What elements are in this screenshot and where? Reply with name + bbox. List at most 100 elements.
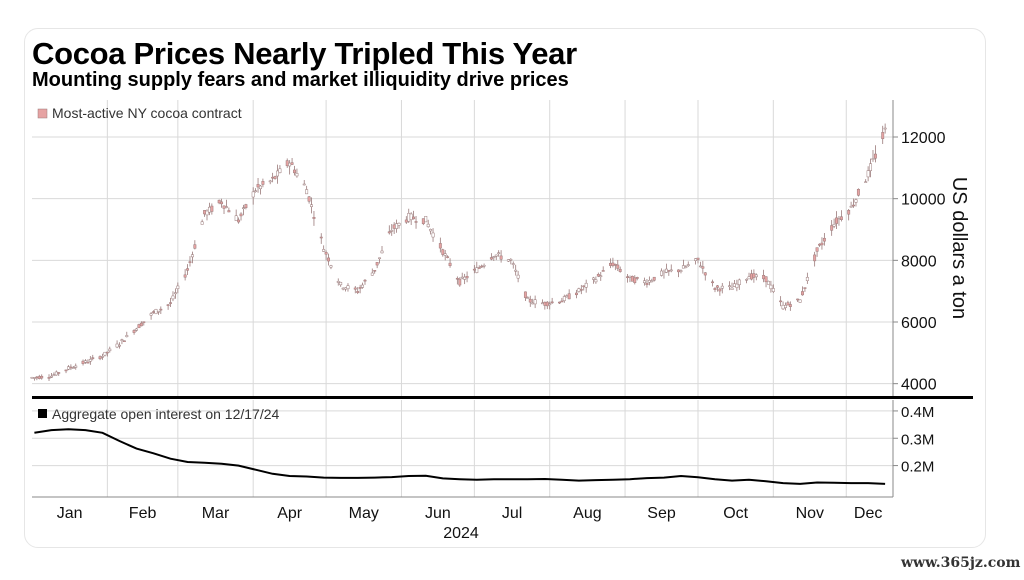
price-candle-body: [210, 205, 214, 212]
price-candle-body: [864, 181, 868, 183]
price-candle-body: [750, 273, 753, 280]
price-candle-body: [720, 285, 724, 289]
price-candle-body: [497, 252, 501, 254]
price-candle-body: [540, 302, 544, 305]
price-candle-body: [227, 210, 231, 213]
price-candle-body: [407, 213, 411, 222]
price-candle-body: [531, 302, 535, 305]
price-candle-body: [373, 270, 377, 272]
price-candle-body: [57, 372, 61, 374]
price-candle-body: [443, 253, 447, 256]
price-legend-swatch: [37, 108, 48, 119]
price-candle-body: [815, 247, 819, 252]
price-candle-body: [137, 324, 141, 329]
chart-title: Cocoa Prices Nearly Tripled This Year: [32, 36, 577, 71]
price-candle-body: [506, 259, 510, 262]
price-candle-body: [703, 272, 707, 276]
price-candle-body: [550, 301, 554, 304]
price-candle-body: [188, 261, 192, 263]
price-candle-body: [645, 283, 649, 286]
price-candle-body: [295, 173, 299, 177]
price-candle-body: [409, 213, 413, 220]
price-candle-body: [154, 309, 158, 314]
x-tick-label: Oct: [723, 505, 748, 522]
price-candle-body: [455, 277, 459, 280]
price-candle-body: [856, 188, 860, 196]
price-candle-body: [404, 219, 408, 223]
x-tick-label: Jan: [57, 505, 83, 522]
price-candle-body: [764, 276, 768, 283]
price-candle-body: [460, 276, 464, 279]
price-candle-body: [285, 160, 289, 167]
price-candle-body: [431, 232, 435, 238]
price-candle-body: [69, 366, 73, 369]
price-candle-body: [784, 304, 787, 308]
price-candle-body: [577, 288, 581, 292]
price-candle-body: [830, 225, 834, 231]
top-y-tick-label: 8000: [901, 253, 937, 270]
price-candle-body: [866, 170, 870, 178]
price-candle-body: [849, 205, 853, 208]
price-candle-body: [616, 264, 620, 269]
price-candle-body: [54, 371, 58, 376]
price-candle-body: [120, 339, 124, 341]
price-candle-body: [560, 300, 564, 303]
price-candle-body: [397, 222, 401, 226]
price-candle-body: [322, 249, 326, 252]
price-candle-body: [465, 275, 469, 279]
price-candle-body: [579, 289, 583, 291]
price-candle-body: [363, 279, 367, 282]
price-candle-body: [426, 223, 430, 228]
price-candle-body: [669, 269, 673, 272]
price-candle-body: [832, 224, 836, 227]
price-candle-body: [142, 321, 146, 323]
price-candle-body: [40, 375, 44, 379]
price-candle-body: [115, 343, 119, 348]
price-candle-body: [186, 268, 190, 271]
price-candle-body: [650, 280, 654, 283]
price-candle-body: [103, 351, 107, 356]
price-candle-body: [220, 201, 224, 205]
price-candle-body: [135, 328, 138, 331]
price-series: [30, 123, 887, 382]
price-candle-body: [526, 297, 530, 299]
panel-divider: [32, 396, 973, 399]
price-candle-body: [630, 275, 634, 282]
top-y-tick-label: 10000: [901, 192, 946, 209]
price-candle-body: [771, 288, 775, 292]
price-candle-body: [883, 127, 887, 130]
price-candle-body: [805, 277, 809, 281]
chart-subtitle: Mounting supply fears and market illiqui…: [32, 69, 569, 91]
price-candle-body: [244, 204, 248, 209]
price-candle-body: [378, 257, 382, 260]
price-candle-body: [446, 256, 450, 258]
price-candle-body: [786, 302, 790, 306]
price-candle-body: [49, 375, 53, 378]
price-candle-body: [217, 199, 221, 204]
price-candle-body: [711, 281, 715, 284]
price-candle-body: [477, 267, 481, 269]
price-candle-body: [822, 237, 826, 242]
price-candle-body: [190, 254, 194, 258]
price-candle-body: [835, 217, 838, 224]
price-candle-body: [344, 287, 347, 290]
price-legend-label: Most-active NY cocoa contract: [52, 105, 242, 121]
price-candle-body: [64, 369, 68, 372]
price-candle-body: [390, 230, 394, 232]
price-candle-body: [346, 285, 350, 290]
price-candle-body: [494, 254, 498, 257]
price-candle-body: [353, 287, 357, 290]
price-candle-body: [557, 301, 561, 304]
price-candle-body: [745, 279, 749, 281]
price-candle-body: [324, 252, 328, 255]
price-candle-body: [424, 215, 428, 223]
price-candle-body: [149, 313, 153, 316]
price-candle-body: [329, 265, 333, 268]
price-candle-body: [438, 243, 442, 249]
price-candle-body: [735, 283, 739, 288]
price-candle-body: [798, 299, 802, 303]
price-candle-body: [854, 199, 858, 203]
price-candle-body: [747, 276, 751, 280]
price-candle-body: [728, 285, 732, 287]
